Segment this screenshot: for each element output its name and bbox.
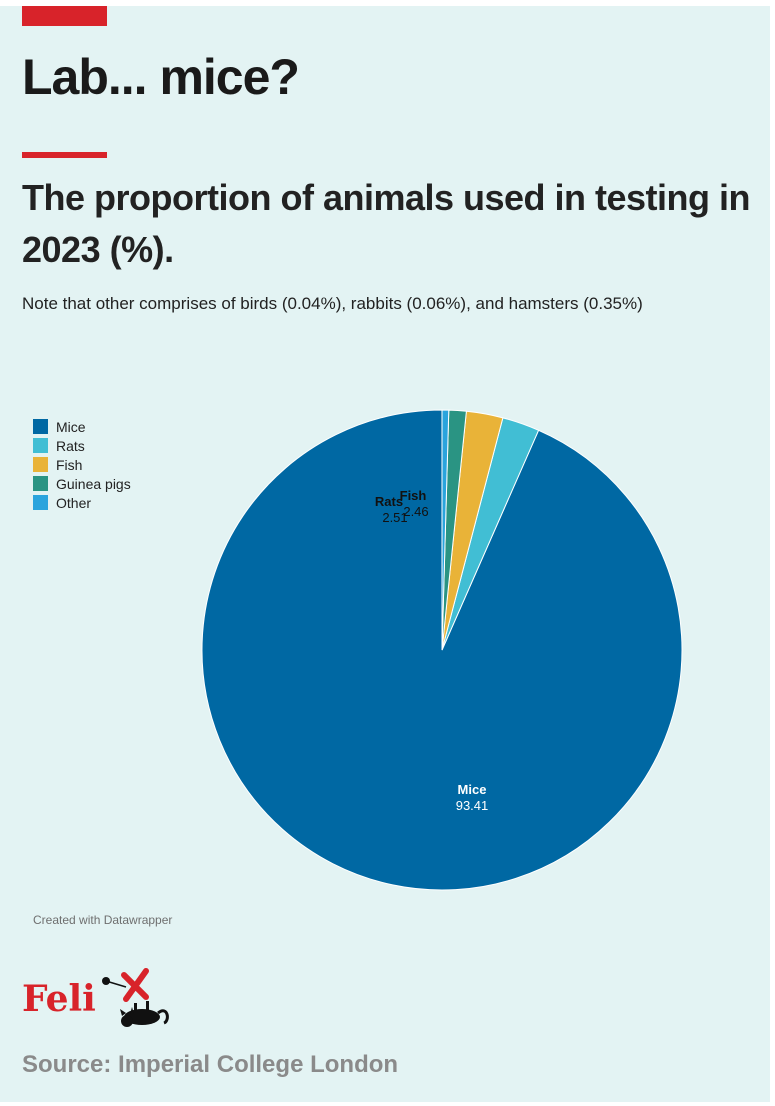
accent-bar-middle [22, 152, 107, 158]
legend-item-other: Other [33, 493, 131, 512]
legend-swatch-guinea-pigs [33, 476, 48, 491]
slice-labels: Rats 2.51 Fish 2.46 Mice 93.41 [375, 488, 488, 813]
legend-label-other: Other [56, 494, 92, 511]
label-mice-name: Mice [458, 782, 487, 797]
legend-item-mice: Mice [33, 417, 131, 436]
legend-label-fish: Fish [56, 456, 83, 473]
legend-label-rats: Rats [56, 437, 85, 454]
legend-label-mice: Mice [56, 418, 86, 435]
datawrapper-credit: Created with Datawrapper [33, 913, 173, 927]
source-line: Source: Imperial College London [22, 1051, 399, 1078]
accent-bar-top [22, 6, 107, 26]
label-mice-value: 93.41 [456, 798, 489, 813]
label-fish-value: 2.46 [403, 504, 428, 519]
legend-swatch-rats [33, 438, 48, 453]
chart-subtitle: The proportion of animals used in testin… [22, 177, 751, 270]
legend-item-fish: Fish [33, 455, 131, 474]
chart-legend: Mice Rats Fish Guinea pigs Other [33, 417, 131, 512]
label-rats-value: 2.51 [382, 510, 407, 525]
felix-x-mark [102, 968, 149, 1002]
legend-item-rats: Rats [33, 436, 131, 455]
legend-swatch-fish [33, 457, 48, 472]
pie-chart: Rats 2.51 Fish 2.46 Mice 93.41 [201, 409, 683, 891]
legend-item-guinea-pigs: Guinea pigs [33, 474, 131, 493]
label-fish-name: Fish [400, 488, 427, 503]
infographic-card: Lab... mice? The proportion of animals u… [0, 6, 770, 1102]
felix-logo-text: Feli [22, 978, 96, 1020]
pie-slice-other [441, 409, 450, 651]
legend-swatch-other [33, 495, 48, 510]
label-rats-name: Rats [375, 494, 403, 509]
legend-swatch-mice [33, 419, 48, 434]
black-cat-icon [120, 1001, 169, 1027]
pie-slices [201, 409, 683, 891]
legend-label-guinea-pigs: Guinea pigs [56, 475, 131, 492]
felix-logo: Feli [22, 968, 169, 1027]
headline: Lab... mice? [22, 49, 300, 105]
chart-note: Note that other comprises of birds (0.04… [22, 294, 643, 313]
